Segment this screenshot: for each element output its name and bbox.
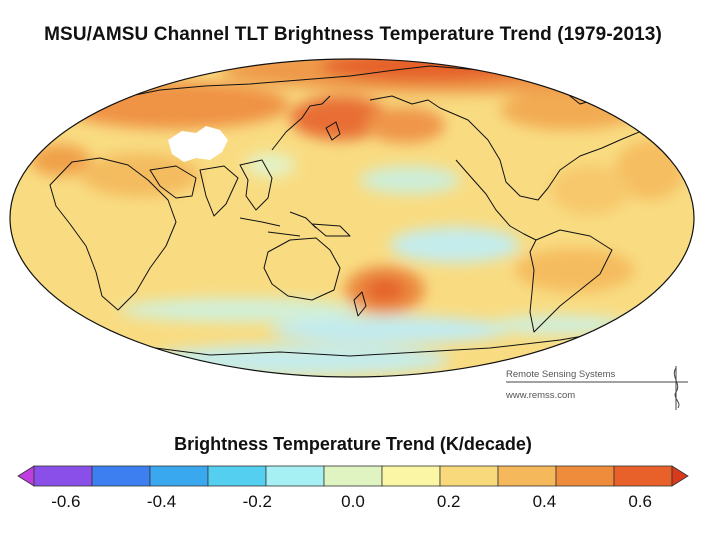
color-bar-segment	[439, 465, 499, 487]
color-bar-segment	[207, 465, 267, 487]
legend-tick-label: -0.6	[51, 492, 81, 511]
color-bar-segment	[149, 465, 209, 487]
color-bar-segment	[497, 465, 557, 487]
chart-title: MSU/AMSU Channel TLT Brightness Temperat…	[44, 24, 662, 45]
color-bar-segment	[613, 465, 673, 487]
no-data-region	[168, 126, 228, 162]
color-bar-segment	[555, 465, 615, 487]
legend-tick-label: 0.2	[436, 492, 461, 511]
legend-title: Brightness Temperature Trend (K/decade)	[174, 434, 532, 454]
color-bar-segment	[33, 465, 93, 487]
map-globe	[10, 59, 694, 377]
color-bar-segment	[91, 465, 151, 487]
rss-logo	[506, 366, 688, 410]
legend-tick-label: -0.2	[242, 492, 272, 511]
color-bar-segment	[323, 465, 383, 487]
color-bar-segment	[381, 465, 441, 487]
credit-org: Remote Sensing Systems	[506, 369, 616, 380]
globe-outline	[9, 58, 695, 378]
color-bar-segment	[265, 465, 325, 487]
legend-tick-label: 0.0	[341, 492, 365, 511]
color-bar	[17, 465, 689, 487]
legend-tick-label: 0.4	[532, 492, 557, 511]
legend-tick-label: 0.6	[628, 492, 652, 511]
color-bar-extend-low	[17, 465, 35, 487]
credit-url: www.remss.com	[506, 390, 576, 401]
legend-tick-label: -0.4	[146, 492, 177, 511]
color-bar-extend-high	[671, 465, 689, 487]
